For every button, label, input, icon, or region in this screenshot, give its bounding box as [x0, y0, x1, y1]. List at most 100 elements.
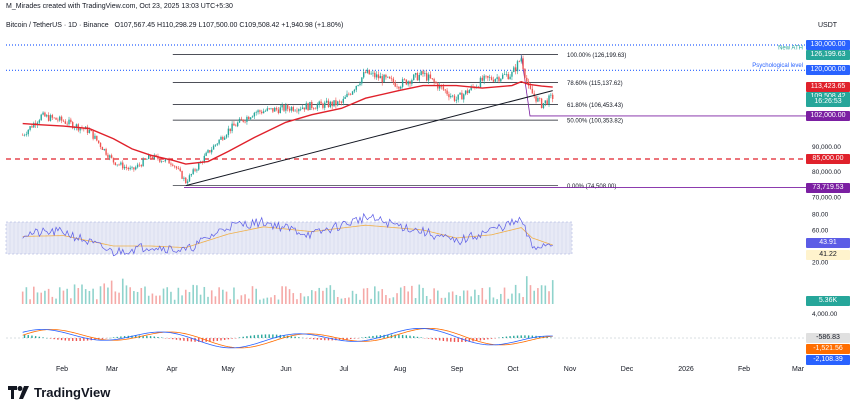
candle-body	[470, 86, 472, 91]
volume-bar	[285, 286, 287, 304]
candle-body	[149, 154, 152, 158]
candle-body	[236, 122, 239, 127]
candle-body	[489, 77, 491, 78]
candle-body	[318, 101, 320, 105]
candle-body	[127, 167, 130, 170]
macd-histogram-bar	[146, 335, 148, 338]
tradingview-brand[interactable]: TradingView	[8, 385, 110, 400]
volume-bar	[288, 289, 291, 304]
macd-histogram-bar	[268, 334, 270, 338]
macd-histogram-bar	[290, 336, 293, 338]
candle-body	[185, 177, 187, 184]
x-axis-label: Sep	[451, 366, 464, 373]
candle-body	[464, 90, 467, 95]
candle-body	[131, 167, 133, 169]
macd-histogram-bar	[546, 337, 548, 338]
macd-histogram-bar	[112, 337, 115, 338]
candle-body	[342, 98, 345, 103]
candle-body	[411, 80, 413, 84]
candle-body	[177, 168, 180, 169]
candle-body	[403, 79, 406, 80]
candle-body	[277, 109, 280, 114]
macd-histogram-bar	[427, 338, 430, 339]
candle-body	[105, 149, 107, 155]
candle-body	[123, 166, 126, 169]
candle-body	[194, 169, 196, 171]
macd-histogram-bar	[75, 338, 78, 342]
volume-bar	[210, 290, 213, 304]
volume-bar	[229, 299, 232, 304]
macd-histogram-bar	[409, 335, 411, 338]
volume-bar	[159, 295, 161, 304]
candle-body	[53, 117, 55, 119]
volume-panel: 4,000.00	[21, 276, 838, 318]
volume-bar	[21, 291, 24, 304]
candle-body	[407, 81, 409, 85]
macd-histogram-bar	[513, 335, 515, 338]
candle-body	[405, 79, 408, 85]
volume-bar	[247, 298, 250, 304]
macd-histogram-bar	[116, 336, 118, 338]
volume-bar	[437, 290, 439, 304]
rsi-line	[22, 212, 553, 257]
candle-body	[314, 108, 317, 110]
volume-bar	[396, 293, 398, 304]
volume-bar	[196, 285, 198, 304]
macd-histogram-bar	[212, 338, 215, 342]
macd-histogram-bar	[468, 338, 471, 342]
volume-bar	[448, 292, 450, 304]
macd-histogram-bar	[539, 336, 541, 338]
macd-histogram-bar	[53, 338, 55, 340]
fib-label: 50.00% (100,353.82)	[567, 119, 623, 125]
volume-bar	[518, 293, 521, 304]
candle-body	[294, 110, 296, 112]
candle-body	[211, 149, 213, 153]
candle-body	[307, 103, 309, 111]
candle-body	[229, 128, 231, 132]
macd-histogram-bar	[387, 334, 389, 338]
candle-body	[463, 94, 465, 100]
macd-histogram-bar	[442, 338, 445, 341]
macd-histogram-bar	[368, 336, 370, 338]
volume-bar	[525, 276, 528, 304]
volume-bar	[537, 288, 539, 304]
price-panel: 100.00% (126,199.63) 78.60% (115,137.62) 6…	[6, 43, 845, 202]
candle-body	[253, 112, 256, 117]
candle-body	[446, 90, 448, 95]
volume-bar	[121, 278, 124, 304]
candle-body	[264, 110, 267, 112]
candle-body	[159, 159, 161, 162]
candle-body	[459, 92, 461, 95]
candle-body	[324, 102, 326, 108]
candle-body	[142, 158, 144, 167]
x-axis-label: Mar	[106, 366, 119, 373]
volume-bar	[162, 288, 165, 304]
macd-histogram-bar	[450, 338, 452, 342]
candle-body	[490, 77, 493, 80]
volume-bar	[173, 299, 176, 304]
macd-histogram-bar	[83, 338, 85, 341]
candle-body	[235, 125, 237, 127]
volume-bar	[81, 284, 83, 304]
tradingview-logo-icon	[8, 386, 29, 399]
candle-body	[288, 108, 291, 111]
price-tick-label: 70,000.00	[812, 195, 841, 202]
volume-bar	[144, 286, 146, 304]
candle-body	[122, 162, 124, 169]
candle-body	[21, 134, 24, 136]
volume-bar	[407, 291, 409, 304]
volume-bar	[118, 292, 120, 304]
volume-bar	[207, 296, 209, 304]
candle-body	[299, 108, 302, 110]
candle-body	[435, 81, 437, 84]
candle-body	[327, 100, 330, 108]
volume-bar	[522, 296, 524, 304]
macd-histogram-bar	[401, 334, 404, 338]
fib-anchor-line	[520, 54, 806, 117]
candle-body	[168, 158, 170, 164]
candle-body	[25, 134, 28, 135]
volume-value-tag: 5.36K	[806, 296, 850, 306]
candle-body	[59, 116, 61, 121]
volume-bar	[440, 297, 443, 304]
candle-body	[372, 72, 374, 74]
